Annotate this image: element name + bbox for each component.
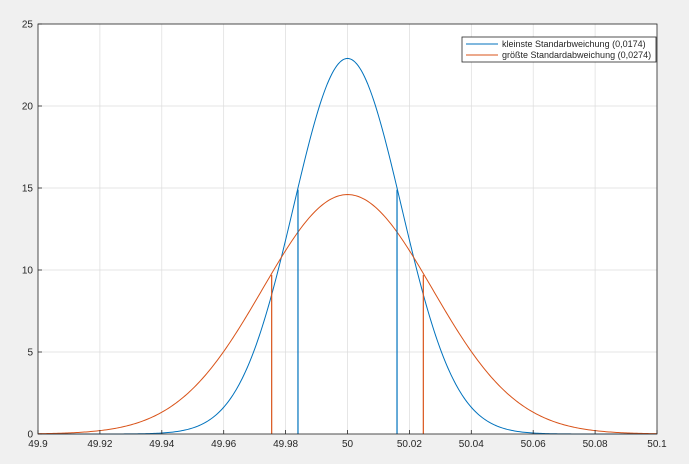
- x-tick-label: 50.02: [397, 439, 422, 450]
- y-tick-label: 10: [22, 266, 34, 277]
- series-line-1: [37, 194, 658, 435]
- y-tick-label: 0: [27, 430, 33, 441]
- x-tick-label: 50.04: [459, 439, 484, 450]
- x-tick-label: 49.96: [211, 439, 236, 450]
- x-tick-label: 49.98: [273, 439, 298, 450]
- sigma-markers: [271, 189, 424, 434]
- x-tick-label: 49.94: [149, 439, 174, 450]
- x-tick-label: 50.08: [583, 439, 608, 450]
- legend-label-0: kleinste Standarbweichung (0,0174): [502, 39, 646, 49]
- legend-label-1: größte Standardabweichung (0,0274): [502, 50, 651, 60]
- x-tick-label: 50.06: [521, 439, 546, 450]
- y-tick-label: 15: [22, 184, 34, 195]
- x-tick-label: 49.9: [28, 439, 48, 450]
- legend-box: [461, 36, 657, 63]
- x-tick-label: 50: [342, 439, 354, 450]
- y-axis-ticks: 0 5 10 15 20 25: [22, 20, 42, 441]
- y-tick-label: 20: [22, 102, 34, 113]
- x-tick-label: 50.1: [647, 439, 667, 450]
- legend: kleinste Standarbweichung (0,0174) größt…: [461, 36, 657, 63]
- x-tick-label: 49.92: [87, 439, 112, 450]
- y-tick-label: 5: [27, 348, 33, 359]
- x-axis-ticks: 49.9 49.92 49.94 49.96 49.98 50 50.02 50.04 50.0…: [28, 430, 667, 450]
- y-tick-label: 25: [22, 20, 34, 31]
